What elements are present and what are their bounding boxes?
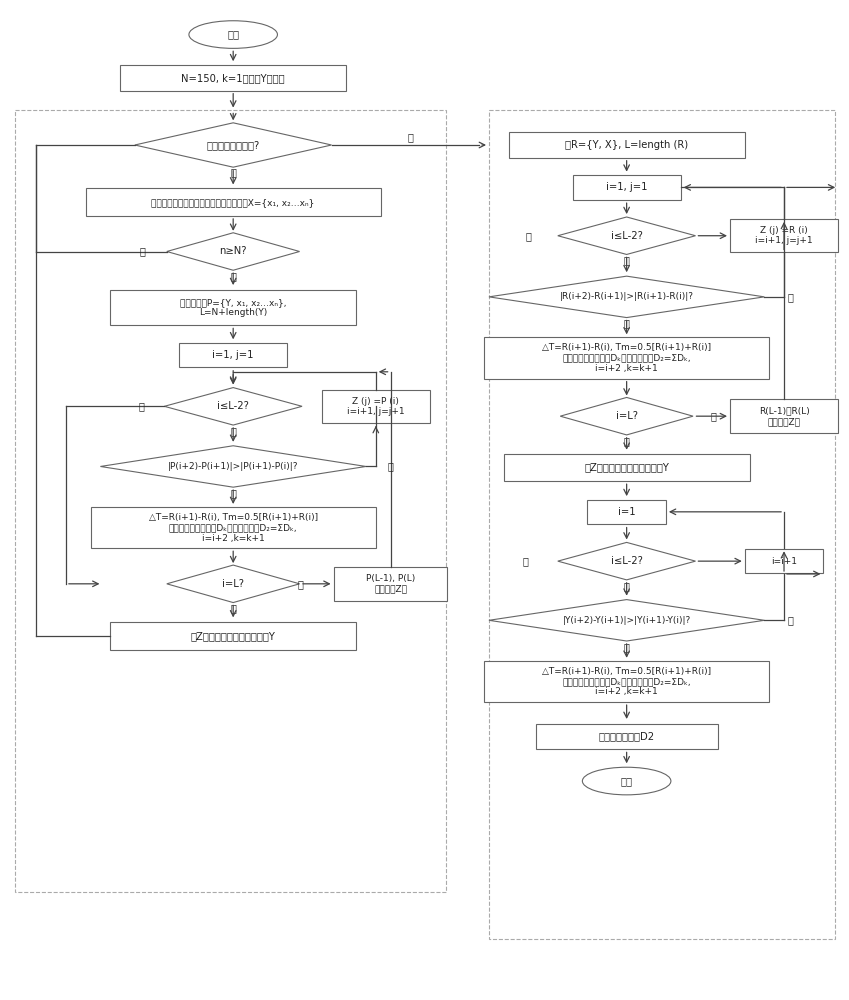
Text: 否: 否 xyxy=(408,132,413,142)
Polygon shape xyxy=(489,276,764,318)
Bar xyxy=(588,500,666,524)
Bar xyxy=(86,188,380,216)
Bar xyxy=(745,549,824,573)
Text: i=1, j=1: i=1, j=1 xyxy=(212,350,254,360)
Polygon shape xyxy=(166,233,300,270)
Text: △T=R(i+1)-R(i), Tm=0.5[R(i+1)+R(i)]
计算单次循环损伤度Dₖ，累积损伤度D₂=ΣDₖ,
i=i+2 ,k=k+1: △T=R(i+1)-R(i), Tm=0.5[R(i+1)+R(i)] 计算单次… xyxy=(542,343,711,373)
Text: 是: 是 xyxy=(230,426,236,436)
Bar xyxy=(120,65,346,91)
Text: i=1: i=1 xyxy=(618,507,635,517)
Text: 令R={Y, X}, L=length (R): 令R={Y, X}, L=length (R) xyxy=(565,140,689,150)
Bar xyxy=(484,661,769,702)
Text: 结束: 结束 xyxy=(621,776,633,786)
Text: 是: 是 xyxy=(624,642,630,652)
Polygon shape xyxy=(558,217,695,254)
Text: i≤L-2?: i≤L-2? xyxy=(610,556,643,566)
Bar xyxy=(484,337,769,379)
Text: Z (j) =P (i)
i=i+1, j=j+1: Z (j) =P (i) i=i+1, j=j+1 xyxy=(347,397,405,416)
Ellipse shape xyxy=(189,21,278,48)
Polygon shape xyxy=(165,388,302,425)
Polygon shape xyxy=(135,123,332,167)
Bar xyxy=(110,622,356,650)
Bar xyxy=(179,343,287,367)
Text: 是: 是 xyxy=(230,488,236,498)
Bar xyxy=(489,110,835,939)
Text: 否: 否 xyxy=(526,231,531,241)
Text: i≤L-2?: i≤L-2? xyxy=(217,401,249,411)
Text: Z (j) =R (i)
i=i+1, j=j+1: Z (j) =R (i) i=i+1, j=j+1 xyxy=(756,226,812,245)
Text: 对Z中数据进行对接处理得到Y: 对Z中数据进行对接处理得到Y xyxy=(191,631,276,641)
Text: i=L?: i=L? xyxy=(616,411,638,421)
Text: 是: 是 xyxy=(230,168,236,178)
Text: 开始: 开始 xyxy=(228,30,239,40)
Bar xyxy=(14,110,446,892)
Bar xyxy=(503,454,750,481)
Text: |Y(i+2)-Y(i+1)|>|Y(i+1)-Y(i)|?: |Y(i+2)-Y(i+1)|>|Y(i+1)-Y(i)|? xyxy=(563,616,691,625)
Bar xyxy=(536,724,717,749)
Bar xyxy=(322,390,430,423)
Text: i≤L-2?: i≤L-2? xyxy=(610,231,643,241)
Text: 否: 否 xyxy=(388,461,393,471)
Text: N=150, k=1，数组Y为空集: N=150, k=1，数组Y为空集 xyxy=(182,73,285,83)
Bar xyxy=(572,175,681,200)
Text: |R(i+2)-R(i+1)|>|R(i+1)-R(i)|?: |R(i+2)-R(i+1)|>|R(i+1)-R(i)|? xyxy=(559,292,694,301)
Text: 否: 否 xyxy=(140,246,146,256)
Bar xyxy=(91,507,376,548)
Polygon shape xyxy=(489,600,764,641)
Text: i=1, j=1: i=1, j=1 xyxy=(606,182,648,192)
Polygon shape xyxy=(560,397,693,435)
Text: 是: 是 xyxy=(624,581,630,591)
Text: 待计数数列P={Y, x₁, x₂…xₙ},
L=N+length(Y): 待计数数列P={Y, x₁, x₂…xₙ}, L=N+length(Y) xyxy=(180,298,286,317)
Text: 是: 是 xyxy=(230,271,236,281)
Bar xyxy=(110,290,356,325)
Text: 输出累积损伤度D2: 输出累积损伤度D2 xyxy=(599,732,655,742)
Ellipse shape xyxy=(582,767,671,795)
Text: △T=R(i+1)-R(i), Tm=0.5[R(i+1)+R(i)]
计算单次循环损伤度Dₖ，累积损伤度D₂=ΣDₖ,
i=i+2 ,k=k+1: △T=R(i+1)-R(i), Tm=0.5[R(i+1)+R(i)] 计算单次… xyxy=(542,667,711,696)
Text: 否: 否 xyxy=(788,615,794,625)
Text: 是: 是 xyxy=(624,318,630,328)
Text: |P(i+2)-P(i+1)|>|P(i+1)-P(i)|?: |P(i+2)-P(i+1)|>|P(i+1)-P(i)|? xyxy=(168,462,299,471)
Text: 否: 否 xyxy=(711,411,717,421)
Polygon shape xyxy=(100,446,366,487)
Text: 是: 是 xyxy=(624,255,630,265)
Polygon shape xyxy=(558,542,695,580)
Text: n≥N?: n≥N? xyxy=(219,246,247,256)
Polygon shape xyxy=(166,565,300,603)
Bar xyxy=(509,132,745,158)
Text: i=i+1: i=i+1 xyxy=(771,557,797,566)
Text: 否: 否 xyxy=(297,579,303,589)
Text: 否: 否 xyxy=(788,292,794,302)
Text: 否: 否 xyxy=(138,401,144,411)
Text: △T=R(i+1)-R(i), Tm=0.5[R(i+1)+R(i)]
计算单次循环损伤度Dₖ，累积损伤度D₂=ΣDₖ,
i=i+2 ,k=k+1: △T=R(i+1)-R(i), Tm=0.5[R(i+1)+R(i)] 计算单次… xyxy=(149,513,318,543)
Text: R(L-1)、R(L)
存入集合Z中: R(L-1)、R(L) 存入集合Z中 xyxy=(759,406,809,426)
Text: 检测结温数据峰谷值，并存入峰谷值序列X={x₁, x₂…xₙ}: 检测结温数据峰谷值，并存入峰谷值序列X={x₁, x₂…xₙ} xyxy=(151,198,315,207)
Text: 是: 是 xyxy=(230,603,236,613)
Bar xyxy=(730,219,838,252)
Bar xyxy=(730,399,838,433)
Text: 是: 是 xyxy=(624,436,630,446)
Text: 否: 否 xyxy=(522,556,528,566)
Text: P(L-1), P(L)
存入集合Z中: P(L-1), P(L) 存入集合Z中 xyxy=(366,574,415,594)
Text: i=L?: i=L? xyxy=(222,579,245,589)
Text: 汽车是否仍在运行?: 汽车是否仍在运行? xyxy=(206,140,260,150)
Bar xyxy=(334,567,447,601)
Text: 对Z中数据进行对接处理得到Y: 对Z中数据进行对接处理得到Y xyxy=(584,462,669,472)
